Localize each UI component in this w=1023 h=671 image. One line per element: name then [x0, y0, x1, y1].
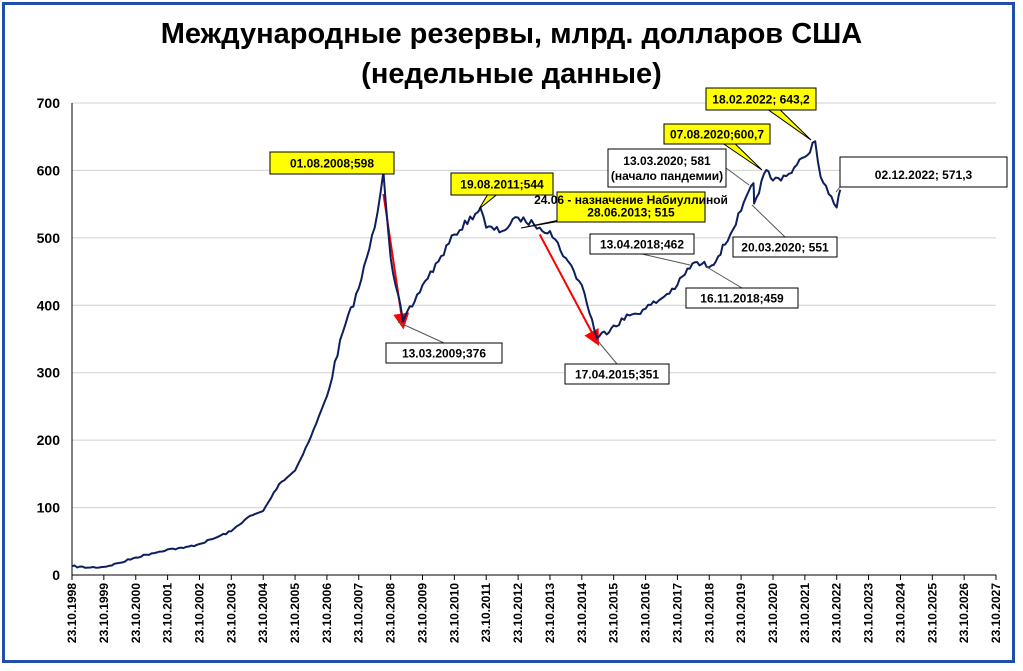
y-axis-ticks: 0 100 200 300 400 500 600 700 — [37, 95, 61, 583]
annotation-box — [450, 172, 554, 196]
annotation: 13.03.2009;376 — [385, 321, 503, 364]
annotation-box — [269, 151, 395, 175]
x-tick-label: 23.10.2014 — [575, 583, 589, 643]
x-tick-label: 23.10.2023 — [862, 583, 876, 643]
y-tick-label: 100 — [37, 500, 61, 516]
x-tick-label: 23.10.2019 — [734, 583, 748, 643]
x-tick-label: 23.10.2015 — [607, 583, 621, 643]
annotation: 24.06 - назначение Набиуллиной28.06.2013… — [520, 191, 728, 229]
x-tick-label: 23.10.2005 — [288, 583, 302, 643]
annotation: 07.08.2020;600,7 — [663, 123, 771, 171]
trend-arrow — [538, 234, 600, 346]
annotation-leader — [704, 265, 743, 289]
annotation-text: 13.03.2020; 581 — [623, 154, 711, 168]
annotation-leader — [641, 253, 691, 266]
x-axis-ticks: 23.10.1998 23.10.1999 23.10.2000 23.10.2001… — [65, 575, 1003, 643]
x-tick-label: 23.10.2004 — [256, 583, 270, 643]
annotation: 18.02.2022; 643,2 — [705, 87, 817, 141]
y-tick-label: 500 — [37, 230, 61, 246]
annotation-box — [685, 287, 799, 309]
chart-subtitle: (недельные данные) — [361, 58, 662, 90]
x-tick-label: 23.10.2021 — [798, 583, 812, 643]
x-tick-label: 23.10.2017 — [670, 583, 684, 643]
y-tick-label: 200 — [37, 432, 61, 448]
annotation-box — [589, 233, 695, 255]
annotation-text: 02.12.2022; 571,3 — [875, 168, 973, 182]
x-tick-label: 23.10.2000 — [129, 583, 143, 643]
x-tick-label: 23.10.2010 — [447, 583, 461, 643]
annotation: 20.03.2020; 551 — [732, 204, 838, 258]
x-tick-label: 23.10.2007 — [352, 583, 366, 643]
x-tick-label: 23.10.2012 — [511, 583, 525, 643]
annotation: 02.12.2022; 571,3 — [835, 156, 1008, 193]
series-layer — [71, 140, 842, 569]
x-tick-label: 23.10.2013 — [543, 583, 557, 643]
y-tick-label: 700 — [37, 95, 61, 111]
x-tick-label: 23.10.2006 — [320, 583, 334, 643]
x-tick-label: 23.10.2027 — [989, 583, 1003, 643]
annotation-text: 17.04.2015;351 — [575, 367, 659, 381]
chart-title: Международные резервы, млрд. долларов СШ… — [160, 18, 863, 50]
annotation-text: 18.02.2022; 643,2 — [712, 92, 810, 106]
annotation-text: 13.04.2018;462 — [600, 237, 684, 251]
x-tick-label: 23.10.2025 — [925, 583, 939, 643]
annotation: 19.08.2011;544 — [450, 172, 554, 210]
annotation-box — [385, 342, 503, 364]
annotation-text: 19.08.2011;544 — [460, 177, 544, 191]
y-tick-label: 0 — [52, 567, 60, 583]
annotation-text: 24.06 - назначение Набиуллиной — [534, 193, 728, 207]
x-tick-label: 23.10.2026 — [957, 583, 971, 643]
annotation: 16.11.2018;459 — [685, 265, 799, 309]
y-tick-label: 600 — [37, 162, 61, 178]
annotation-box — [839, 156, 1008, 188]
annotation-leader — [835, 186, 841, 193]
annotation-box — [607, 148, 727, 188]
annotation-box — [705, 87, 817, 111]
annotation-text: 16.11.2018;459 — [700, 291, 784, 305]
annotation-leader — [397, 321, 445, 344]
chart-frame — [2, 2, 1015, 663]
annotation: 13.03.2020; 581(начало пандемии) — [607, 148, 750, 188]
annotation: 01.08.2008;598 — [269, 151, 395, 175]
annotation-text: 28.06.2013; 515 — [587, 206, 675, 220]
annotation-box — [663, 123, 771, 145]
annotation-text: (начало пандемии) — [611, 169, 723, 183]
x-tick-label: 23.10.2009 — [416, 583, 430, 643]
x-tick-label: 23.10.2008 — [384, 583, 398, 643]
annotation-text: 20.03.2020; 551 — [741, 240, 829, 254]
annotation-leader — [596, 339, 618, 365]
x-tick-label: 23.10.2001 — [161, 583, 175, 643]
x-tick-label: 23.10.2003 — [224, 583, 238, 643]
annotation-leader — [725, 167, 750, 186]
annotations-layer: 01.08.2008;598 13.03.2009;376 19.08.2011;5… — [269, 87, 1008, 385]
annotation-text: 01.08.2008;598 — [290, 156, 374, 170]
annotation-box — [564, 363, 670, 385]
annotation-box — [556, 191, 706, 223]
y-tick-label: 400 — [37, 297, 61, 313]
annotation-text: 07.08.2020;600,7 — [670, 127, 764, 141]
x-tick-label: 23.10.2002 — [192, 583, 206, 643]
annotation-text: 13.03.2009;376 — [402, 346, 486, 360]
series-line — [71, 140, 842, 569]
x-tick-label: 23.10.2024 — [893, 583, 907, 643]
annotation: 13.04.2018;462 — [589, 233, 695, 266]
x-tick-label: 23.10.2011 — [479, 583, 493, 643]
x-tick-label: 23.10.1999 — [97, 583, 111, 643]
annotation-box — [732, 236, 838, 258]
annotation: 17.04.2015;351 — [564, 339, 670, 385]
x-tick-label: 23.10.1998 — [65, 583, 79, 643]
x-tick-label: 23.10.2018 — [702, 583, 716, 643]
x-tick-label: 23.10.2022 — [830, 583, 844, 643]
x-tick-label: 23.10.2020 — [766, 583, 780, 643]
y-tick-label: 300 — [37, 365, 61, 381]
axes — [71, 103, 996, 576]
x-tick-label: 23.10.2016 — [639, 583, 653, 643]
annotation-leader — [751, 204, 786, 238]
